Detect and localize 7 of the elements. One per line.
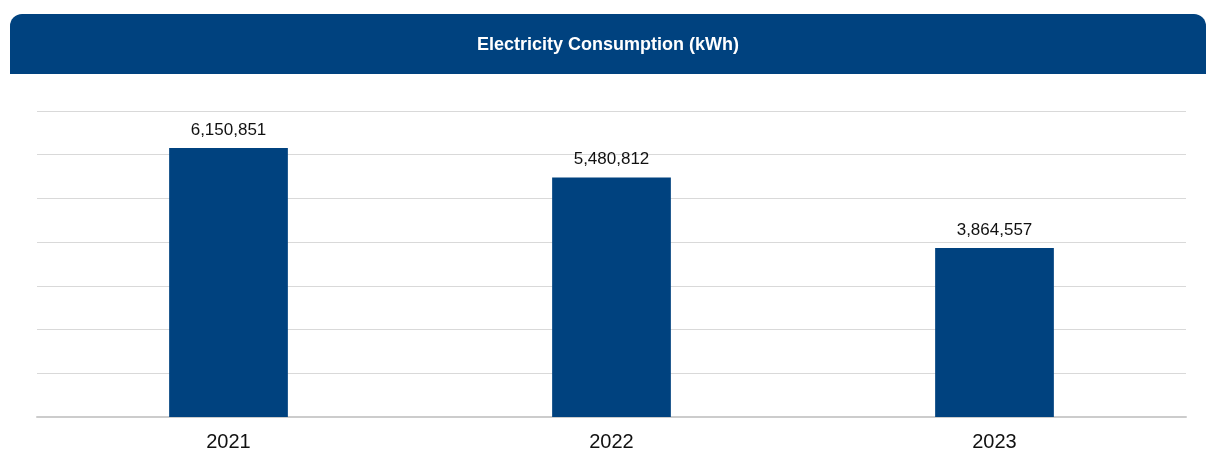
- data-label: 3,864,557: [956, 220, 1033, 240]
- data-label: 5,480,812: [573, 149, 650, 169]
- x-tick-label: 2022: [589, 430, 634, 452]
- x-tick-label: 2021: [206, 430, 251, 452]
- chart-title: Electricity Consumption (kWh): [10, 14, 1206, 74]
- x-tick-label: 2023: [972, 430, 1017, 452]
- data-label: 6,150,851: [190, 120, 267, 140]
